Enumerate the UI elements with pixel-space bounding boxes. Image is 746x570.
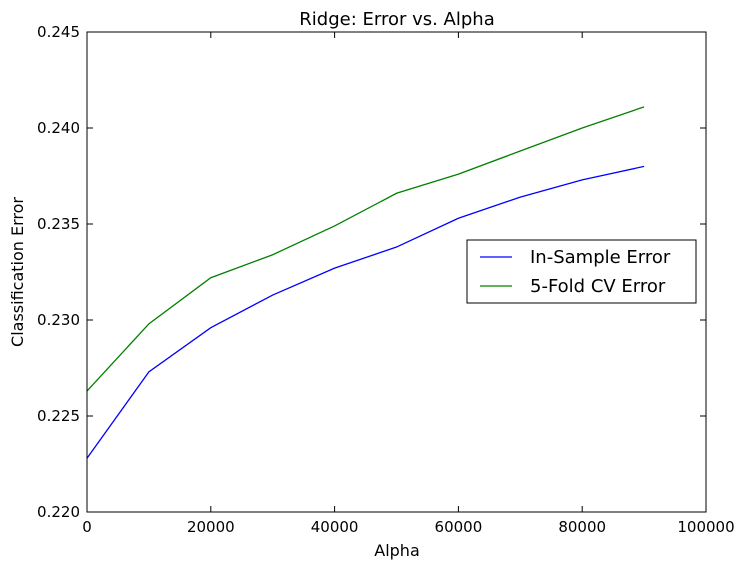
y-tick-label: 0.230 [37,311,80,329]
x-tick-label: 40000 [311,518,359,536]
x-tick-label: 100000 [677,518,734,536]
y-tick-label: 0.235 [37,215,80,233]
x-axis-label: Alpha [374,541,420,560]
chart-title: Ridge: Error vs. Alpha [299,9,494,30]
legend-box [466,239,697,304]
x-tick-label: 80000 [558,518,606,536]
x-tick-label: 60000 [435,518,483,536]
y-tick-label: 0.225 [37,407,80,425]
legend-label-1: In-Sample Error [530,247,671,268]
y-tick-label: 0.245 [37,23,80,41]
series-line-1 [86,165,645,459]
x-tick-label: 0 [82,518,92,536]
plot-frame [86,31,707,513]
y-axis-label: Classification Error [8,197,27,347]
legend-label-2: 5-Fold CV Error [530,276,666,297]
y-tick-label: 0.220 [37,503,80,521]
plot-area: 0 20000 40000 60000 80000 100000 0.220 0.225 0.2… [37,23,735,536]
series-line-2 [86,106,645,392]
y-tick-label: 0.240 [37,119,80,137]
x-tick-label: 20000 [187,518,235,536]
